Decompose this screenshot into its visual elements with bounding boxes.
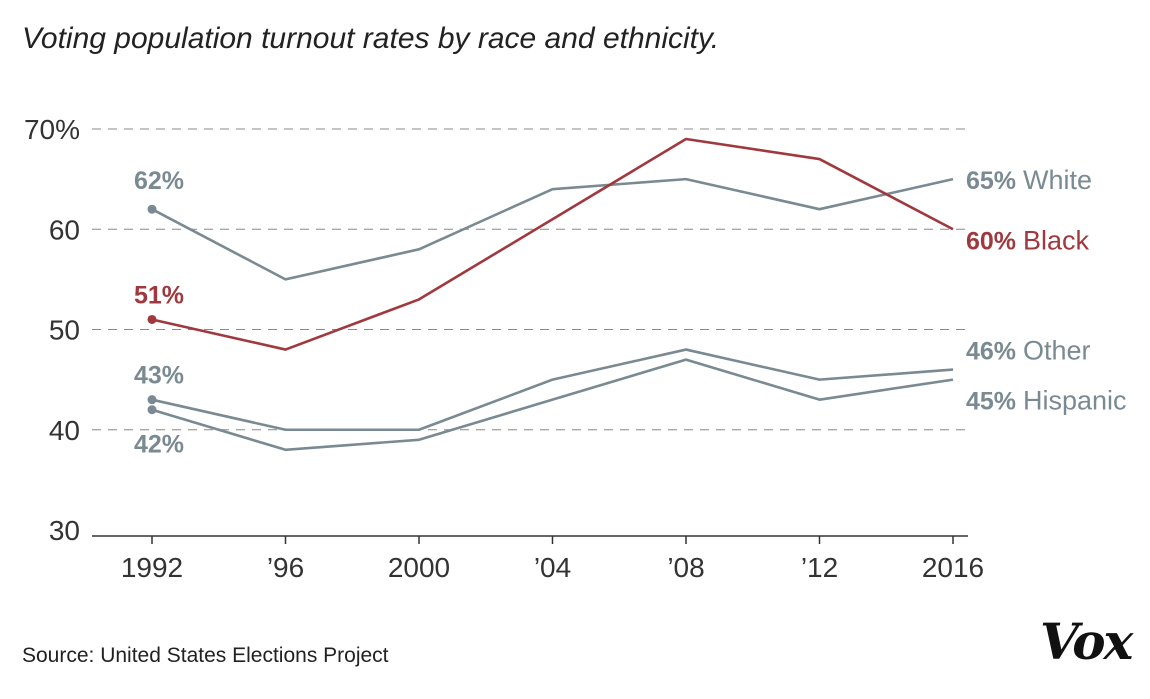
x-tick-label: ’96 bbox=[267, 552, 304, 583]
start-point-white bbox=[147, 204, 157, 214]
start-label-hispanic: 42% bbox=[134, 431, 184, 459]
start-label-white: 62% bbox=[134, 167, 184, 195]
x-tick-label: ’12 bbox=[801, 552, 838, 583]
end-value: 45% bbox=[966, 388, 1023, 416]
end-label-hispanic: 45% Hispanic bbox=[966, 386, 1127, 416]
series-name: Hispanic bbox=[1023, 386, 1127, 416]
end-value: 60% bbox=[966, 227, 1023, 255]
end-value: 46% bbox=[966, 338, 1023, 366]
grid-lines bbox=[92, 128, 968, 431]
end-label-white: 65% White bbox=[966, 165, 1092, 195]
x-tick-label: ’04 bbox=[534, 552, 571, 583]
y-tick-label: 30 bbox=[49, 515, 80, 546]
series-line-hispanic bbox=[151, 358, 954, 452]
series-name: Black bbox=[1023, 225, 1090, 255]
y-tick-label: 40 bbox=[49, 415, 80, 446]
start-point-other bbox=[147, 395, 157, 405]
y-tick-label: 50 bbox=[49, 315, 80, 346]
series-name: White bbox=[1023, 165, 1092, 195]
chart-title: Voting population turnout rates by race … bbox=[22, 22, 720, 55]
series-lines bbox=[147, 137, 954, 452]
x-tick-label: 2000 bbox=[388, 552, 450, 583]
x-tick-label: 2016 bbox=[922, 552, 984, 583]
start-point-black bbox=[147, 314, 157, 324]
end-label-black: 60% Black bbox=[966, 225, 1090, 255]
series-name: Other bbox=[1023, 336, 1091, 366]
y-tick-label: 60 bbox=[49, 214, 80, 245]
end-label-other: 46% Other bbox=[966, 336, 1091, 366]
series-line-black bbox=[151, 137, 954, 351]
end-value: 65% bbox=[966, 167, 1023, 195]
start-label-black: 51% bbox=[134, 281, 184, 309]
x-tick-label: ’08 bbox=[667, 552, 704, 583]
start-point-hispanic bbox=[147, 405, 157, 415]
start-label-other: 43% bbox=[134, 362, 184, 390]
vox-logo: Vox bbox=[1040, 612, 1133, 671]
series-line-other bbox=[151, 348, 954, 432]
source-note: Source: United States Elections Project bbox=[22, 644, 389, 667]
x-tick-label: 1992 bbox=[121, 552, 183, 583]
series-line-white bbox=[151, 177, 954, 281]
axes: 30 40 50 60 70% 1992 ’96 2000 ’04 ’08 ’12 2016 bbox=[24, 114, 984, 583]
y-tick-label: 70% bbox=[24, 114, 80, 145]
